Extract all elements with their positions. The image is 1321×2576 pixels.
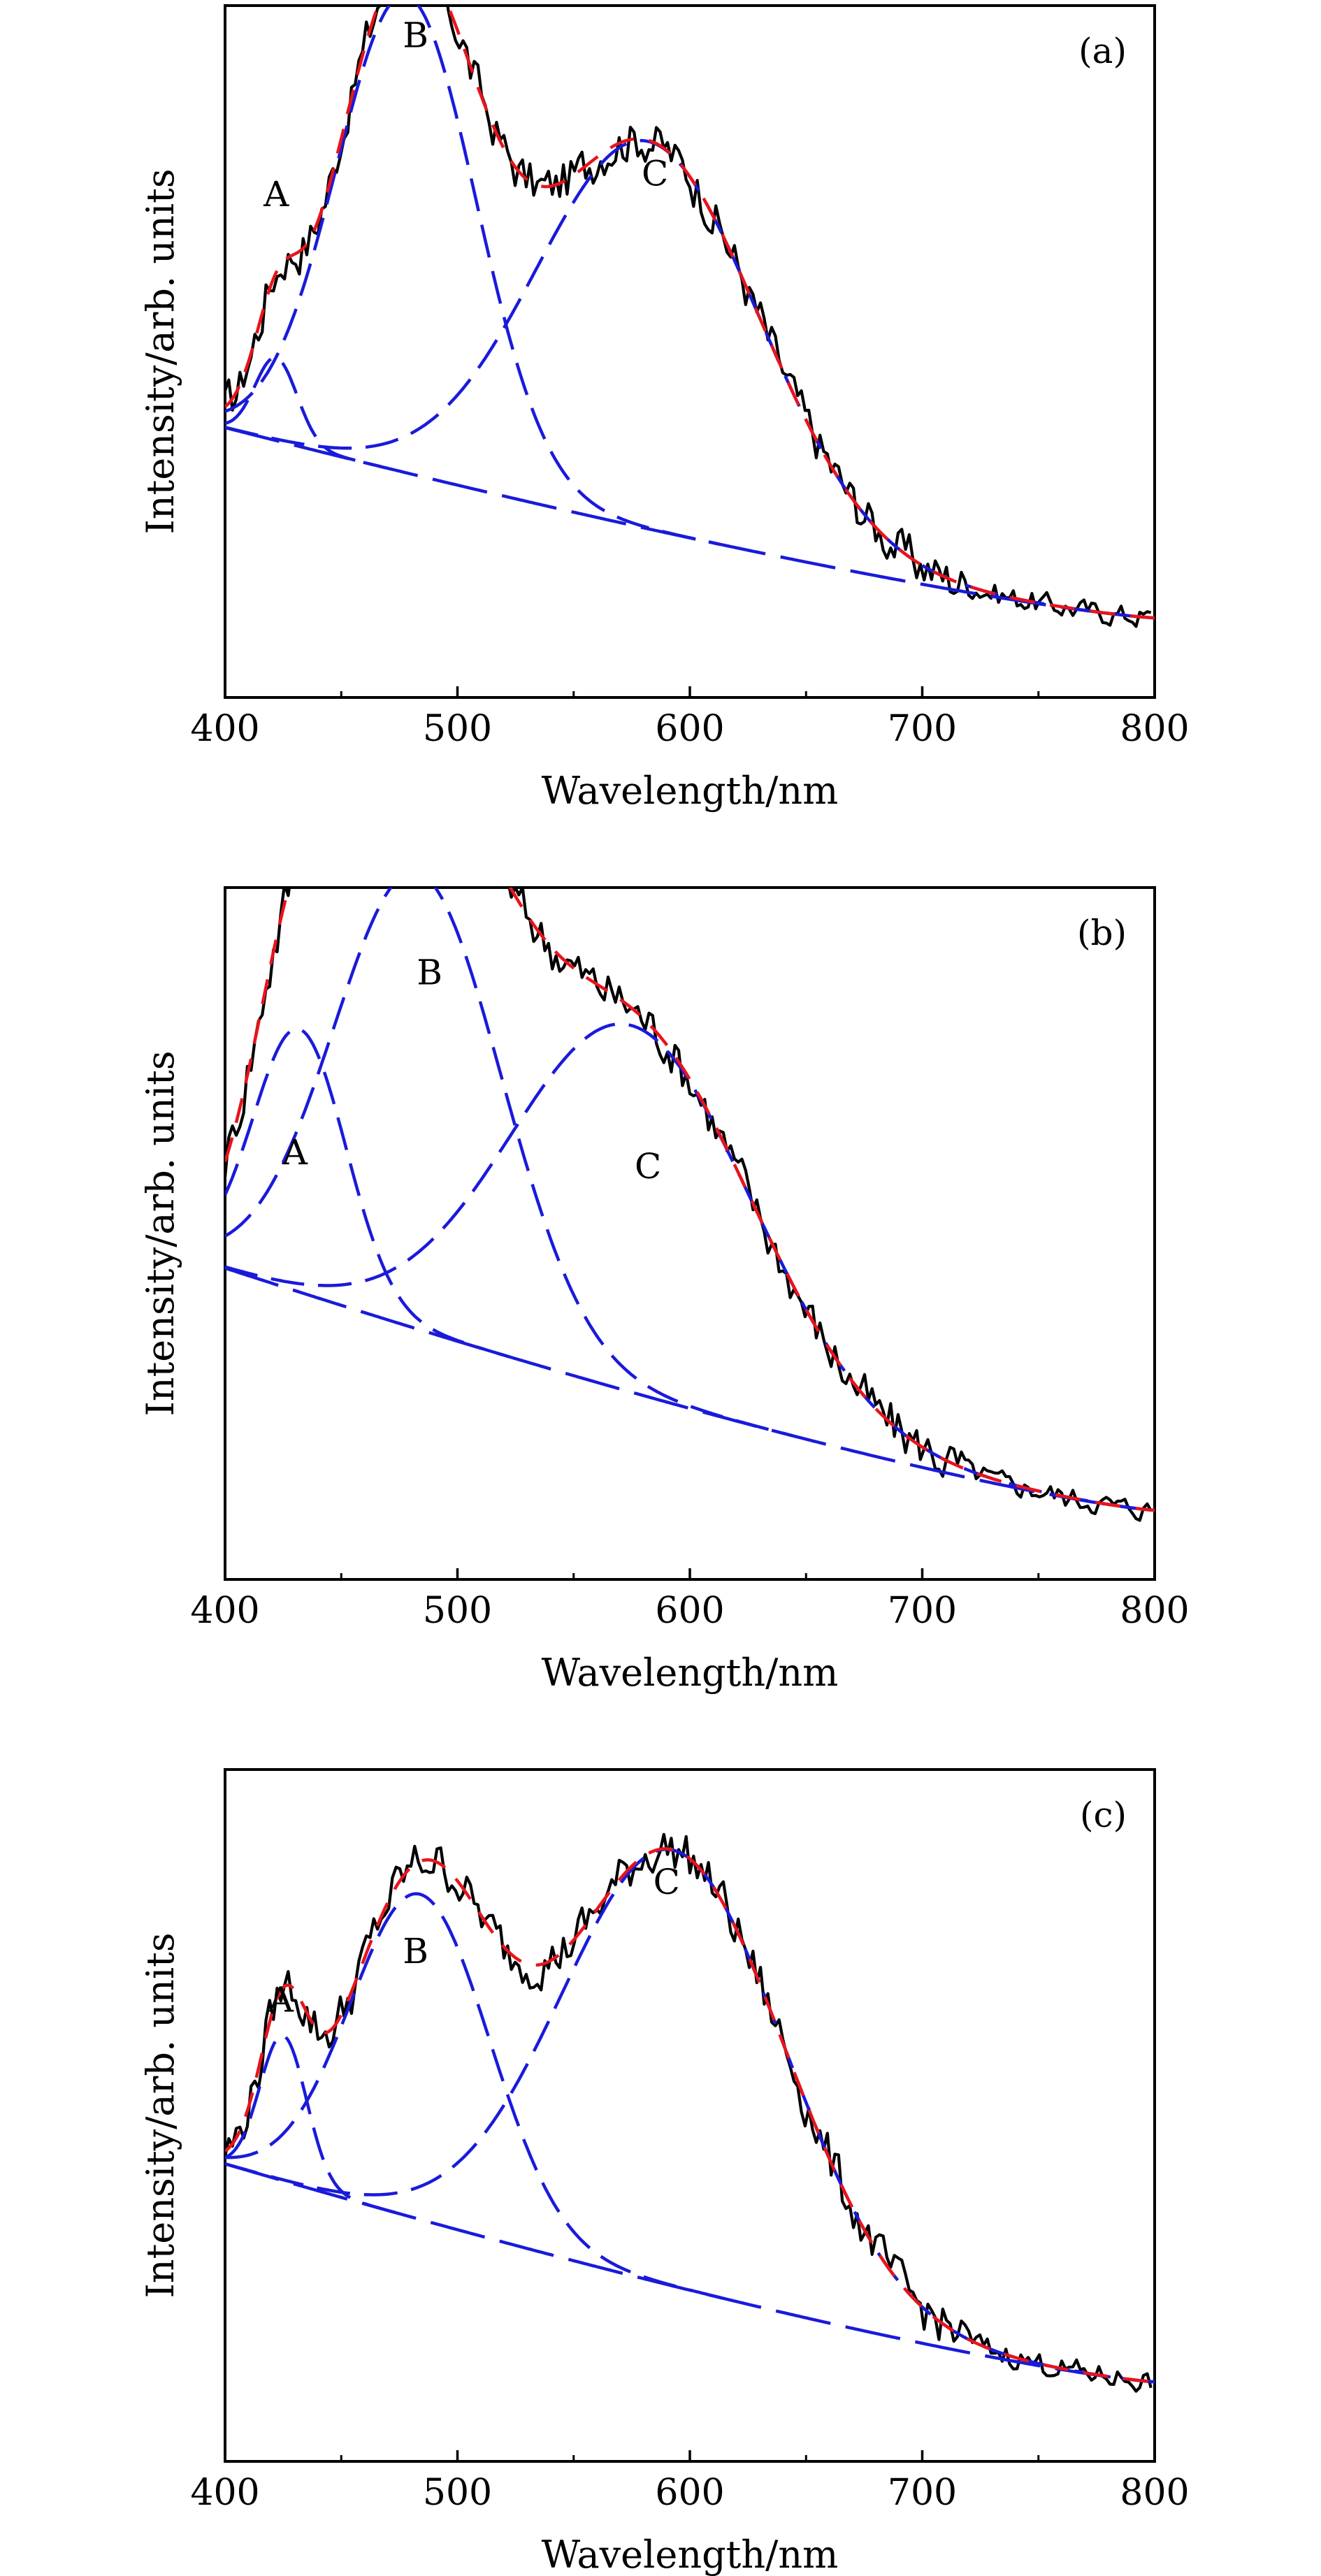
x-tick-label: 600 bbox=[655, 708, 724, 750]
x-tick-label: 500 bbox=[423, 2472, 492, 2514]
fit-component-line bbox=[225, 6, 721, 547]
peak-label: B bbox=[417, 953, 442, 993]
x-axis-title: Wavelength/nm bbox=[542, 2533, 839, 2576]
x-tick-label: 800 bbox=[1120, 1590, 1189, 1632]
x-tick-label: 400 bbox=[190, 708, 259, 750]
x-tick-label: 800 bbox=[1120, 2472, 1189, 2514]
x-tick-label: 800 bbox=[1120, 708, 1189, 750]
plot-area bbox=[225, 888, 1155, 1522]
x-tick-label: 500 bbox=[423, 1590, 492, 1632]
peak-label: A bbox=[268, 1980, 294, 2020]
fit-component-line bbox=[225, 1027, 517, 1361]
peak-label: A bbox=[263, 174, 289, 215]
y-axis-title: Intensity/arb. units bbox=[138, 1932, 182, 2298]
measured-spectrum-line bbox=[225, 1832, 1153, 2393]
y-axis-title: Intensity/arb. units bbox=[138, 168, 182, 534]
baseline-line bbox=[225, 2162, 1155, 2384]
x-tick-label: 400 bbox=[190, 1590, 259, 1632]
x-tick-label: 700 bbox=[888, 708, 957, 750]
x-tick-label: 600 bbox=[655, 1590, 724, 1632]
x-tick-label: 700 bbox=[888, 2472, 957, 2514]
peak-label: C bbox=[642, 153, 668, 194]
x-axis-title: Wavelength/nm bbox=[542, 1651, 839, 1695]
x-tick-label: 500 bbox=[423, 708, 492, 750]
baseline-line bbox=[225, 1266, 1155, 1512]
peak-label: B bbox=[403, 15, 428, 55]
total-fit-line bbox=[225, 6, 1155, 620]
total-fit-line bbox=[225, 888, 1155, 1512]
fit-component-line bbox=[225, 138, 1139, 618]
chart-panel: 400 500 600 700 800 Wavelength/nm Intensity/ar… bbox=[138, 886, 1190, 1695]
fit-component-line bbox=[225, 1848, 1155, 2384]
baseline-line bbox=[225, 426, 1155, 620]
plot-frame bbox=[224, 886, 1156, 1581]
peak-label: B bbox=[403, 1931, 428, 1971]
plot-area bbox=[225, 1832, 1155, 2393]
peak-label: C bbox=[654, 1862, 680, 1902]
chart-panel: 400 500 600 700 800 Wavelength/nm Intensity/ar… bbox=[138, 1768, 1190, 2576]
fit-component-line bbox=[225, 2034, 403, 2216]
x-tick-label: 400 bbox=[190, 2472, 259, 2514]
measured-spectrum-line bbox=[225, 6, 1152, 628]
panel-label: (c) bbox=[1080, 1795, 1127, 1835]
x-axis-title: Wavelength/nm bbox=[542, 769, 839, 813]
peak-label: A bbox=[282, 1132, 308, 1173]
total-fit-line bbox=[225, 1847, 1155, 2384]
fit-component-line bbox=[225, 888, 793, 1438]
fit-component-line bbox=[225, 1022, 1155, 1512]
peak-label: C bbox=[635, 1146, 661, 1187]
panel-label: (b) bbox=[1077, 913, 1127, 953]
x-tick-label: 600 bbox=[655, 2472, 724, 2514]
x-tick-label: 700 bbox=[888, 1590, 957, 1632]
measured-spectrum-line bbox=[225, 888, 1153, 1522]
fit-component-line bbox=[225, 1892, 735, 2303]
fit-component-line bbox=[225, 356, 386, 470]
plot-area bbox=[225, 6, 1155, 628]
y-axis-title: Intensity/arb. units bbox=[138, 1050, 182, 1416]
panel-label: (a) bbox=[1078, 31, 1127, 71]
chart-panel: 400 500 600 700 800 Wavelength/nm Intensity/ar… bbox=[138, 4, 1190, 813]
